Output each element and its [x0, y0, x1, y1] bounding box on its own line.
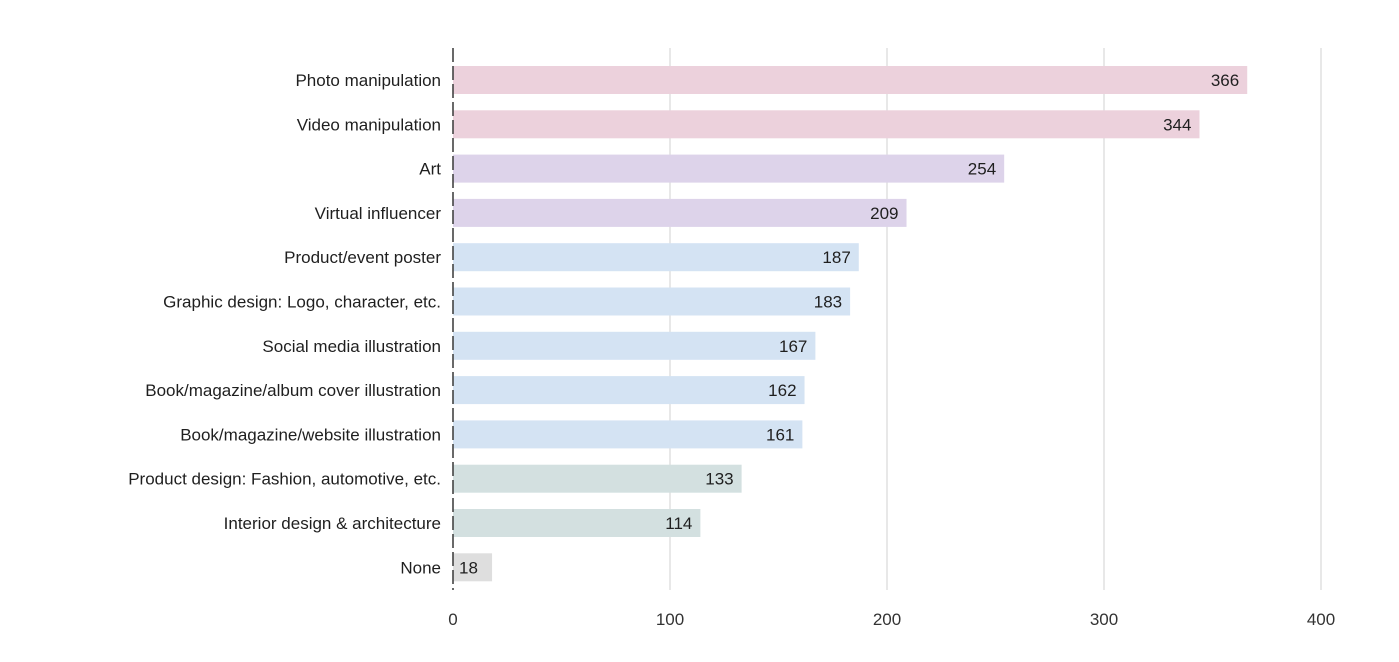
category-label: Book/magazine/website illustration	[180, 425, 441, 444]
x-tick-label: 400	[1307, 610, 1335, 629]
bar	[453, 287, 851, 316]
x-tick-label: 200	[873, 610, 901, 629]
data-label: 254	[968, 160, 996, 179]
category-label: Product/event poster	[284, 248, 441, 267]
bar	[453, 110, 1200, 139]
data-label: 366	[1211, 71, 1239, 90]
category-label: Photo manipulation	[295, 71, 441, 90]
bar	[453, 420, 803, 449]
bar	[453, 553, 493, 582]
category-label: Virtual influencer	[315, 204, 442, 223]
bars	[453, 66, 1248, 582]
bar	[453, 331, 816, 360]
data-label: 183	[814, 293, 842, 312]
category-label: None	[400, 558, 441, 577]
bar	[453, 376, 805, 405]
data-label: 114	[665, 514, 692, 533]
category-label: Product design: Fashion, automotive, etc…	[128, 470, 441, 489]
data-label: 18	[459, 558, 478, 577]
category-label: Video manipulation	[297, 115, 441, 134]
x-tick-label: 300	[1090, 610, 1118, 629]
x-tick-label: 100	[656, 610, 684, 629]
bar	[453, 243, 859, 272]
grid-lines	[669, 48, 1322, 590]
category-label: Art	[419, 160, 441, 179]
bar	[453, 198, 907, 227]
data-label: 162	[768, 381, 796, 400]
labels: 0 100 200 300 400 Photo manipulation 366 Video …	[128, 71, 1335, 629]
category-label: Book/magazine/album cover illustration	[145, 381, 441, 400]
bar	[453, 464, 742, 493]
data-label: 133	[705, 470, 733, 489]
category-label: Interior design & architecture	[224, 514, 441, 533]
data-label: 187	[822, 248, 850, 267]
category-label: Graphic design: Logo, character, etc.	[163, 293, 441, 312]
data-label: 167	[779, 337, 807, 356]
data-label: 209	[870, 204, 898, 223]
bar	[453, 154, 1005, 183]
category-label: Social media illustration	[262, 337, 441, 356]
data-label: 344	[1163, 115, 1191, 134]
bar	[453, 66, 1248, 94]
data-label: 161	[766, 425, 794, 444]
x-tick-label: 0	[448, 610, 457, 629]
bar	[453, 509, 701, 537]
